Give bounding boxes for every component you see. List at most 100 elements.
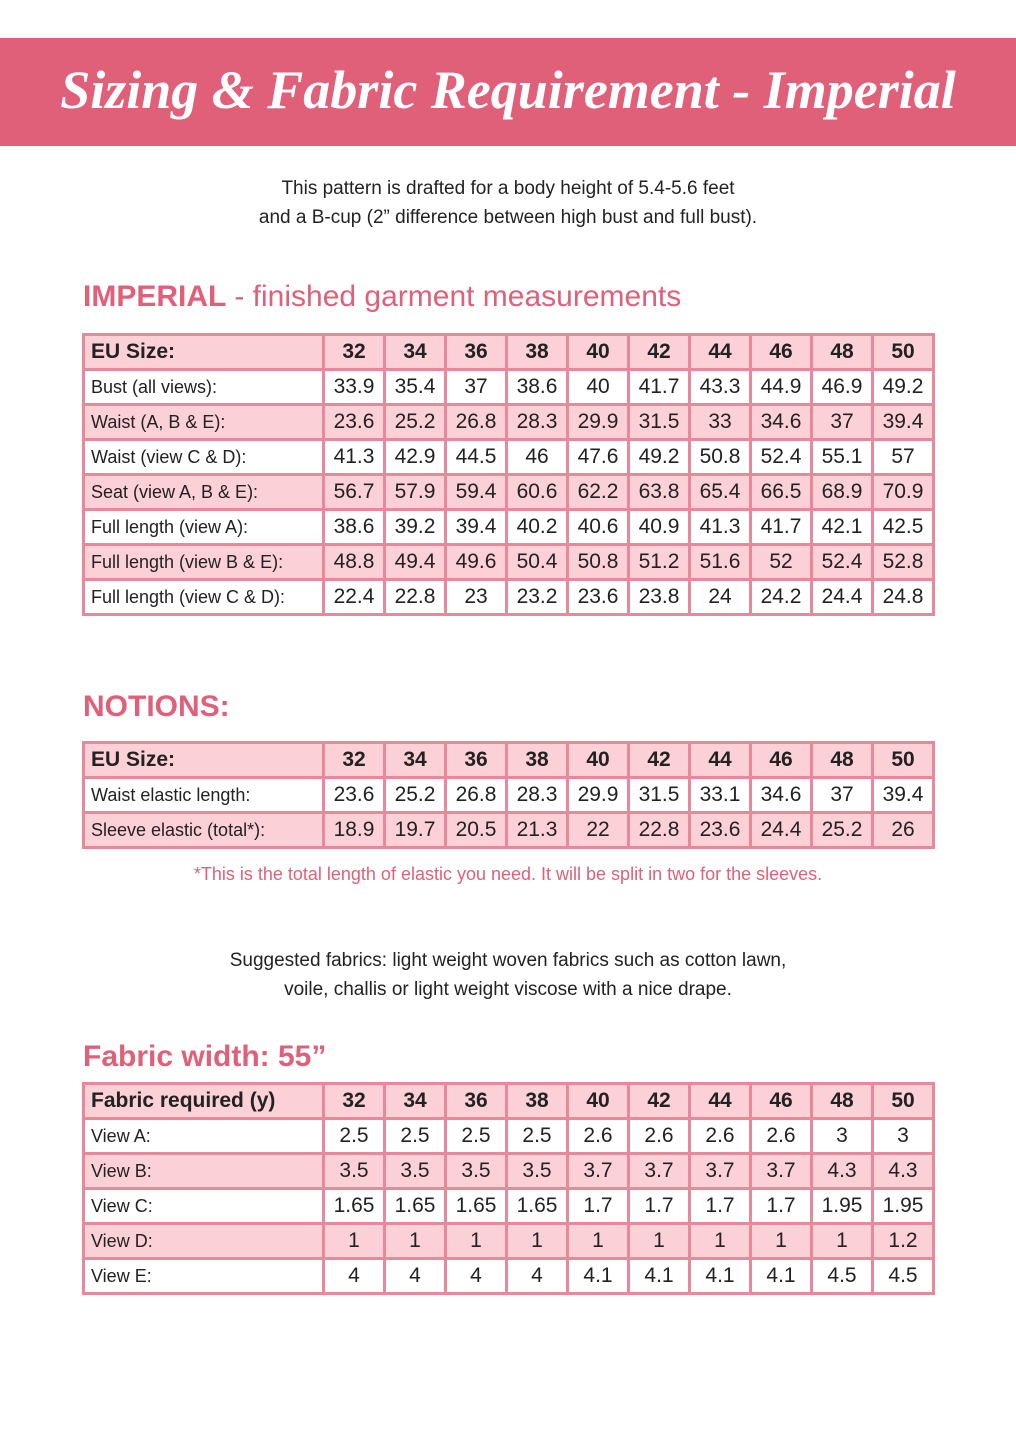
- table-cell: Waist (view C & D):: [82, 438, 325, 476]
- table-cell: 38: [505, 741, 569, 779]
- table-row: Fabric required (y) 32 34 36 38 40 42 44 46 48 50: [82, 1082, 935, 1120]
- table-cell: 1.65: [383, 1187, 447, 1225]
- table-cell: View E:: [82, 1257, 325, 1295]
- table-cell: 3.5: [383, 1152, 447, 1190]
- title: Sizing & Fabric Requirement - Imperial: [60, 60, 956, 120]
- table-cell: 1: [505, 1222, 569, 1260]
- table-cell: 44: [688, 333, 752, 371]
- table-cell: 4.3: [871, 1152, 935, 1190]
- table-cell: 2.5: [383, 1117, 447, 1155]
- table-cell: 3: [810, 1117, 874, 1155]
- table-cell: 3.5: [444, 1152, 508, 1190]
- table-cell: 1: [627, 1222, 691, 1260]
- footnote: *This is the total length of elastic you…: [193, 864, 823, 884]
- suggested-line: Suggested fabrics: light weight woven fa…: [229, 950, 787, 971]
- table-cell: 41.7: [627, 368, 691, 406]
- fabric-table: Fabric required (y) 32 34 36 38 40 42 44 46 48 50 V…: [82, 1082, 935, 1295]
- table-cell: 2.5: [444, 1117, 508, 1155]
- table-cell: 1: [444, 1222, 508, 1260]
- table-cell: 55.1: [810, 438, 874, 476]
- table-cell: 46: [749, 741, 813, 779]
- table-cell: 1: [383, 1222, 447, 1260]
- table-cell: 3.7: [627, 1152, 691, 1190]
- table-cell: 51.6: [688, 543, 752, 581]
- intro-line: and a B-cup (2” difference between high …: [258, 207, 758, 228]
- table-cell: 2.6: [566, 1117, 630, 1155]
- table-cell: Waist elastic length:: [82, 776, 325, 814]
- table-cell: 23.6: [322, 403, 386, 441]
- table-cell: 34.6: [749, 776, 813, 814]
- table-cell: 40.9: [627, 508, 691, 546]
- table-row: View E: 4 4 4 4 4.1 4.1 4.1 4.1 4.5 4.5: [82, 1257, 935, 1295]
- table-cell: Seat (view A, B & E):: [82, 473, 325, 511]
- table-cell: 46.9: [810, 368, 874, 406]
- table-cell: 26.8: [444, 403, 508, 441]
- table-cell: 4.5: [871, 1257, 935, 1295]
- table-cell: 4: [444, 1257, 508, 1295]
- table-cell: 39.4: [871, 776, 935, 814]
- heading-light: - finished garment measurements: [234, 280, 682, 313]
- table-cell: 32: [322, 333, 386, 371]
- table-cell: 22.8: [627, 811, 691, 849]
- table-cell: 37: [810, 776, 874, 814]
- table-cell: 38: [505, 333, 569, 371]
- table-cell: 42.9: [383, 438, 447, 476]
- table-cell: 48: [810, 1082, 874, 1120]
- table-cell: 21.3: [505, 811, 569, 849]
- table-cell: EU Size:: [82, 741, 325, 779]
- table-cell: Fabric required (y): [82, 1082, 325, 1120]
- table-cell: 36: [444, 333, 508, 371]
- table-row: Full length (view C & D): 22.4 22.8 23 23.2 2…: [82, 578, 935, 616]
- table-cell: Sleeve elastic (total*):: [82, 811, 325, 849]
- table-cell: 29.9: [566, 403, 630, 441]
- table-cell: 1.7: [627, 1187, 691, 1225]
- table-cell: 24: [688, 578, 752, 616]
- table-cell: 34: [383, 1082, 447, 1120]
- table-row: Bust (all views): 33.9 35.4 37 38.6 40 41.7 43.…: [82, 368, 935, 406]
- suggested: Suggested fabrics: light weight woven fa…: [0, 946, 1016, 1004]
- table-cell: 42.5: [871, 508, 935, 546]
- table-cell: 3.7: [749, 1152, 813, 1190]
- table-row: View B: 3.5 3.5 3.5 3.5 3.7 3.7 3.7 3.7 4.3 4.3: [82, 1152, 935, 1190]
- title-band: Sizing & Fabric Requirement - Imperial: [0, 38, 1016, 146]
- section-heading: IMPERIAL - finished garment measurements: [83, 280, 681, 314]
- table-cell: 40: [566, 333, 630, 371]
- table-cell: 52.4: [810, 543, 874, 581]
- table-cell: 63.8: [627, 473, 691, 511]
- table-cell: 66.5: [749, 473, 813, 511]
- table-row: View D: 1 1 1 1 1 1 1 1 1 1.2: [82, 1222, 935, 1260]
- table-cell: 4: [505, 1257, 569, 1295]
- table-cell: 32: [322, 741, 386, 779]
- table-cell: View B:: [82, 1152, 325, 1190]
- table-cell: 3: [871, 1117, 935, 1155]
- table-cell: 1.2: [871, 1222, 935, 1260]
- table-cell: Full length (view C & D):: [82, 578, 325, 616]
- table-row: View C: 1.65 1.65 1.65 1.65 1.7 1.7 1.7 1.7 1.95 1…: [82, 1187, 935, 1225]
- table-cell: 4.1: [749, 1257, 813, 1295]
- table-row: Full length (view B & E): 48.8 49.4 49.6 50.…: [82, 543, 935, 581]
- table-cell: 39.2: [383, 508, 447, 546]
- table-cell: 1.7: [566, 1187, 630, 1225]
- table-cell: 1.65: [322, 1187, 386, 1225]
- table-cell: 50.8: [688, 438, 752, 476]
- table-cell: 29.9: [566, 776, 630, 814]
- table-cell: 50: [871, 741, 935, 779]
- table-row: View A: 2.5 2.5 2.5 2.5 2.6 2.6 2.6 2.6 3 3: [82, 1117, 935, 1155]
- table-cell: 1: [688, 1222, 752, 1260]
- table-cell: 34: [383, 741, 447, 779]
- table-cell: 46: [749, 1082, 813, 1120]
- table-cell: 32: [322, 1082, 386, 1120]
- table-cell: 37: [810, 403, 874, 441]
- table-cell: 1: [566, 1222, 630, 1260]
- table-cell: 59.4: [444, 473, 508, 511]
- table-cell: 23: [444, 578, 508, 616]
- table-cell: 25.2: [383, 403, 447, 441]
- table-cell: 1.95: [810, 1187, 874, 1225]
- table-cell: 49.2: [871, 368, 935, 406]
- table-cell: 24.8: [871, 578, 935, 616]
- heading-bold: IMPERIAL: [83, 280, 227, 313]
- table-row: Sleeve elastic (total*): 18.9 19.7 20.5 21.3…: [82, 811, 935, 849]
- table-cell: 36: [444, 1082, 508, 1120]
- table-cell: 41.3: [688, 508, 752, 546]
- table-cell: 33: [688, 403, 752, 441]
